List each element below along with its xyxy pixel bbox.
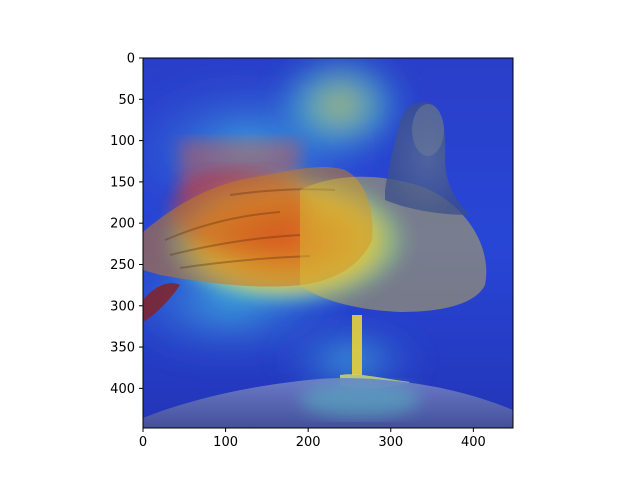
x-tick-label: 300 — [378, 435, 403, 450]
y-tick-label: 200 — [110, 217, 135, 232]
duck-leg — [352, 315, 362, 375]
y-tick-label: 300 — [110, 299, 135, 314]
x-axis: 0 100 200 300 400 — [139, 428, 486, 450]
heatmap-image — [143, 58, 513, 428]
y-tick-label: 400 — [110, 382, 135, 397]
y-tick-label: 250 — [110, 258, 135, 273]
y-tick-label: 50 — [118, 93, 135, 108]
x-tick-label: 0 — [139, 435, 147, 450]
y-axis: 0 50 100 150 200 250 300 350 400 — [110, 52, 143, 397]
duck-head — [385, 101, 470, 215]
y-tick-label: 150 — [110, 175, 135, 190]
y-tick-label: 0 — [127, 52, 135, 67]
x-tick-label: 400 — [461, 435, 486, 450]
y-tick-label: 350 — [110, 341, 135, 356]
x-tick-label: 200 — [296, 435, 321, 450]
plot-frame — [142, 57, 514, 429]
y-tick-label: 100 — [110, 134, 135, 149]
duck-wing — [143, 167, 373, 287]
x-tick-label: 100 — [213, 435, 238, 450]
